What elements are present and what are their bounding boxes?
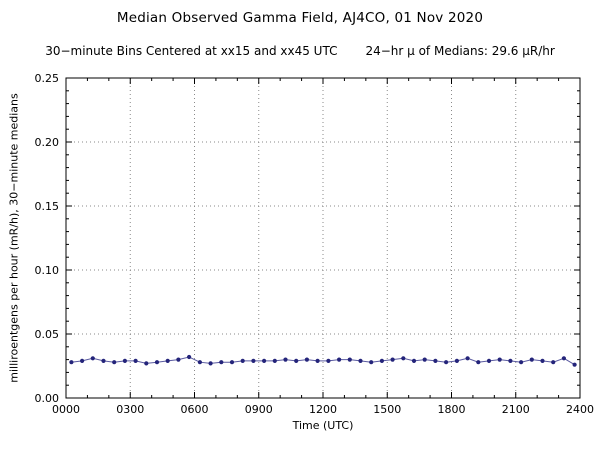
data-point xyxy=(208,361,213,366)
data-point xyxy=(508,358,513,363)
data-point xyxy=(369,360,374,365)
data-point xyxy=(197,360,202,365)
data-point xyxy=(465,356,470,361)
data-point xyxy=(379,358,384,363)
data-point xyxy=(240,358,245,363)
y-tick-label: 0.25 xyxy=(35,72,60,85)
data-point xyxy=(561,356,567,361)
data-point xyxy=(572,362,577,367)
chart-title: Median Observed Gamma Field, AJ4CO, 01 N… xyxy=(116,10,484,26)
data-point xyxy=(497,357,502,362)
data-point xyxy=(122,358,127,363)
data-point xyxy=(112,360,117,365)
y-tick-label: 0.05 xyxy=(35,328,60,341)
x-tick-label: 2100 xyxy=(502,403,530,416)
data-point xyxy=(251,358,256,363)
data-point xyxy=(422,357,427,362)
x-tick-label: 0900 xyxy=(245,403,273,416)
data-point xyxy=(272,358,277,363)
y-tick-label: 0.20 xyxy=(35,136,60,149)
x-tick-label: 0600 xyxy=(181,403,209,416)
chart-subtitle: 30−minute Bins Centered at xx15 and xx45… xyxy=(0,44,600,58)
data-point xyxy=(433,358,438,363)
data-point xyxy=(337,357,342,362)
x-axis-label: Time (UTC) xyxy=(292,419,354,432)
data-point xyxy=(519,360,524,365)
data-point xyxy=(69,360,74,365)
data-point xyxy=(454,358,459,363)
data-point xyxy=(444,360,449,365)
data-point xyxy=(90,356,95,361)
x-tick-label: 1200 xyxy=(309,403,337,416)
subtitle-bin-centers: 30−minute Bins Centered at xx15 and xx45… xyxy=(45,44,338,58)
data-point xyxy=(229,360,235,365)
x-tick-label: 1500 xyxy=(373,403,401,416)
data-point xyxy=(187,354,192,360)
data-point xyxy=(154,360,160,365)
data-point xyxy=(133,358,138,363)
data-point xyxy=(486,358,492,363)
data-point xyxy=(529,357,534,362)
data-point xyxy=(551,360,556,365)
data-point xyxy=(390,357,395,362)
y-tick-label: 0.00 xyxy=(35,392,60,405)
data-point xyxy=(540,358,545,363)
data-point xyxy=(326,358,331,363)
data-point xyxy=(219,360,224,365)
data-point xyxy=(358,358,363,363)
data-point xyxy=(144,361,149,366)
x-tick-label: 1800 xyxy=(438,403,466,416)
data-point xyxy=(101,358,106,363)
data-point xyxy=(401,356,406,361)
data-point xyxy=(283,357,288,362)
data-point xyxy=(176,357,181,362)
x-tick-label: 0300 xyxy=(116,403,144,416)
data-point xyxy=(304,357,309,362)
data-point xyxy=(262,358,267,363)
data-point xyxy=(294,358,299,363)
data-point xyxy=(165,358,170,363)
x-tick-label: 0000 xyxy=(52,403,80,416)
data-point xyxy=(315,358,320,363)
data-point xyxy=(476,360,481,365)
data-point xyxy=(80,358,85,363)
y-tick-label: 0.15 xyxy=(35,200,60,213)
subtitle-mean-of-medians: 24−hr μ of Medians: 29.6 μR/hr xyxy=(365,44,555,58)
data-point xyxy=(347,357,352,362)
x-tick-label: 2400 xyxy=(566,403,594,416)
data-point xyxy=(411,358,417,363)
y-tick-label: 0.10 xyxy=(35,264,60,277)
